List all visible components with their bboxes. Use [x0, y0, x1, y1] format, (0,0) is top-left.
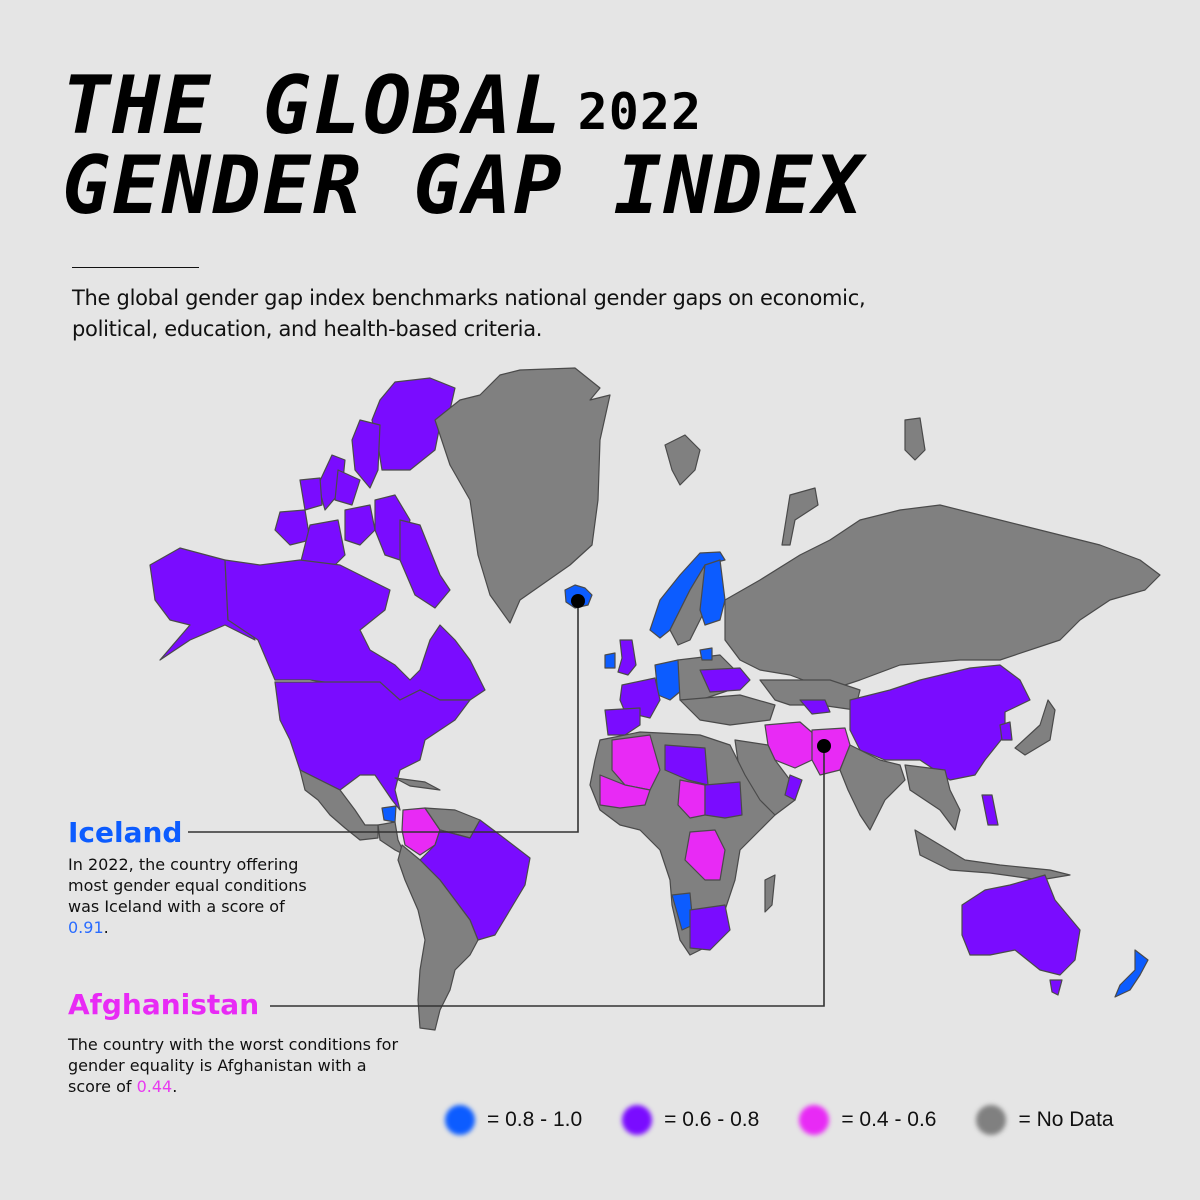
madagascar — [764, 874, 776, 913]
iceland-callout: Iceland In 2022, the country offering mo… — [68, 818, 328, 938]
oman — [784, 774, 803, 801]
balkans-turkey — [679, 694, 776, 726]
kazakhstan-region — [759, 679, 861, 711]
philippines — [981, 794, 999, 826]
legend-item-mid: = 0.6 - 0.8 — [622, 1105, 759, 1135]
indonesia — [914, 829, 1071, 881]
afghanistan-score: 0.44 — [136, 1077, 173, 1096]
united-kingdom — [617, 639, 637, 676]
novaya-zemlya — [781, 487, 819, 546]
dr-congo — [684, 829, 726, 881]
greenland — [434, 367, 611, 624]
libya — [664, 744, 709, 786]
finland — [699, 559, 726, 626]
legend-dot-blue-icon — [445, 1105, 475, 1135]
ireland — [604, 652, 616, 669]
southeast-asia — [904, 764, 961, 831]
legend-label: = No Data — [1018, 1108, 1114, 1131]
legend-item-low: = 0.4 - 0.6 — [799, 1105, 936, 1135]
legend-dot-purple-icon — [622, 1105, 653, 1135]
iceland-marker — [571, 594, 585, 608]
legend-item-nodata: = No Data — [976, 1105, 1114, 1135]
sudan — [704, 781, 743, 819]
united-states — [274, 681, 471, 811]
page-title: THE GLOBAL 2022 GENDER GAP INDEX — [62, 66, 865, 226]
cuba — [394, 777, 441, 791]
nicaragua — [381, 805, 397, 823]
afghanistan-marker — [817, 739, 831, 753]
legend-label: = 0.6 - 0.8 — [664, 1108, 760, 1131]
new-zealand — [1114, 949, 1149, 998]
australia — [961, 874, 1081, 976]
mexico — [299, 769, 379, 841]
title-divider — [72, 267, 199, 268]
legend-label: = 0.4 - 0.6 — [841, 1108, 937, 1131]
chad — [677, 779, 706, 819]
japan — [1014, 699, 1056, 756]
title-line-2: GENDER GAP INDEX — [62, 139, 865, 232]
title-line-1: THE GLOBAL — [62, 59, 564, 152]
india — [839, 744, 906, 831]
south-america-rest — [397, 844, 479, 1031]
south-korea — [999, 721, 1013, 741]
legend: = 0.8 - 1.0 = 0.6 - 0.8 = 0.4 - 0.6 = No… — [445, 1105, 1154, 1135]
iceland-heading: Iceland — [68, 816, 183, 849]
afghanistan-callout: Afghanistan The country with the worst c… — [68, 990, 408, 1097]
svalbard — [664, 434, 701, 486]
title-year: 2022 — [577, 83, 703, 141]
mali — [599, 774, 651, 809]
tasmania — [1049, 979, 1063, 996]
lithuania — [699, 647, 713, 661]
canada-arctic-islands — [274, 377, 456, 609]
iceland-text: In 2022, the country offering most gende… — [68, 855, 307, 937]
iceland-connector — [188, 601, 579, 833]
description: The global gender gap index benchmarks n… — [72, 286, 866, 341]
legend-label: = 0.8 - 1.0 — [487, 1108, 583, 1131]
spain-portugal — [604, 707, 641, 736]
afghanistan-heading: Afghanistan — [68, 988, 260, 1021]
severnaya-zemlya — [904, 417, 926, 461]
legend-item-high: = 0.8 - 1.0 — [445, 1105, 582, 1135]
legend-dot-pink-icon — [799, 1105, 830, 1135]
ukraine — [699, 667, 751, 693]
legend-dot-gray-icon — [976, 1105, 1007, 1135]
south-africa — [689, 904, 731, 951]
uzbekistan — [799, 699, 831, 715]
afghanistan-text: The country with the worst conditions fo… — [68, 1035, 399, 1096]
afghanistan-connector — [270, 746, 825, 1007]
canada — [224, 559, 486, 701]
iceland-score: 0.91 — [68, 918, 104, 937]
